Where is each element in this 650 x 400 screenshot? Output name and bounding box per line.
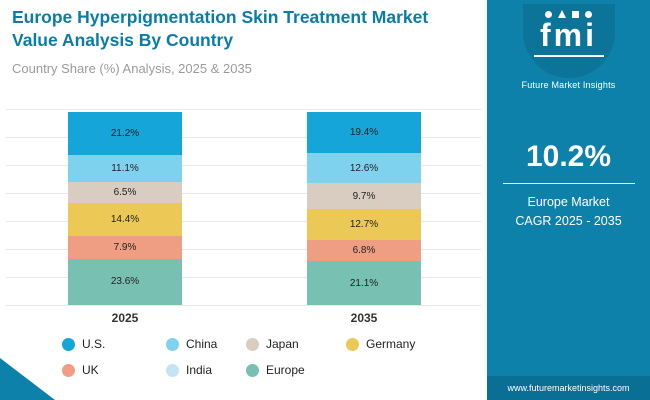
legend-label: Germany	[366, 337, 416, 351]
bar-segment-uk-2035: 6.8%	[307, 239, 421, 262]
bar-segment-germany-2035: 12.7%	[307, 209, 421, 240]
legend-item-india: India	[166, 363, 246, 377]
legend-label: UK	[82, 363, 99, 377]
brand-sidebar: fmi Future Market Insights 10.2% Europe …	[487, 0, 650, 400]
website-band: www.futuremarketinsights.com	[487, 376, 650, 400]
bar-segment-japan-2035: 9.7%	[307, 183, 421, 210]
fmi-logo-badge: fmi	[522, 4, 615, 78]
legend-item-us: U.S.	[62, 337, 166, 351]
bar-segment-europe-2035: 21.1%	[307, 261, 421, 305]
bar-segment-china-2035: 12.6%	[307, 152, 421, 184]
segment-value-label: 11.1%	[111, 163, 139, 175]
segment-value-label: 21.1%	[349, 277, 379, 289]
website-url: www.futuremarketinsights.com	[507, 383, 630, 393]
logo-pictogram-icon	[558, 10, 566, 18]
legend-swatch-icon	[346, 337, 359, 351]
segment-value-label: 6.8%	[352, 245, 376, 257]
corner-triangle-decoration	[0, 358, 55, 400]
stat-divider	[502, 183, 635, 184]
chart-panel: Europe Hyperpigmentation Skin Treatment …	[0, 7, 487, 400]
bar-segment-europe-2025: 23.6%	[68, 258, 182, 305]
legend-label: U.S.	[82, 337, 106, 351]
legend-label: China	[186, 337, 218, 351]
segment-value-label: 7.9%	[113, 241, 137, 253]
logo-pictogram-icon	[545, 11, 552, 18]
logo-pictogram-icon	[585, 11, 592, 18]
segment-value-label: 14.4%	[110, 213, 140, 225]
fmi-logo-icons	[523, 8, 615, 18]
legend-swatch-icon	[246, 363, 259, 377]
fmi-logo: fmi Future Market Insights	[487, 0, 650, 90]
logo-pictogram-icon	[572, 11, 579, 18]
legend-label: India	[186, 363, 213, 377]
cagr-value: 10.2%	[525, 140, 612, 173]
bar-column-2035: 19.4% 12.6% 9.7% 12.7% 6.8% 21.1%	[307, 112, 421, 305]
segment-value-label: 23.6%	[110, 276, 140, 288]
legend-label: Europe	[266, 363, 305, 377]
segment-value-label: 21.2%	[110, 127, 140, 139]
bar-segment-china-2025: 11.1%	[68, 154, 182, 183]
legend-item-germany: Germany	[346, 337, 466, 351]
page-subtitle: Country Share (%) Analysis, 2025 & 2035	[12, 61, 252, 76]
bar-segment-japan-2025: 6.5%	[68, 182, 182, 204]
legend-swatch-icon	[62, 363, 75, 377]
legend-swatch-icon	[62, 337, 75, 351]
bar-segment-us-2035: 19.4%	[307, 112, 421, 153]
cagr-stat: 10.2% Europe Market CAGR 2025 - 2035	[487, 140, 650, 231]
segment-value-label: 6.5%	[113, 187, 137, 199]
page-title: Europe Hyperpigmentation Skin Treatment …	[12, 7, 429, 50]
legend-swatch-icon	[166, 363, 179, 377]
stacked-bar-chart: 21.2% 11.1% 6.5% 14.4% 7.9% 23.6% 19.4% 12.6% 9.…	[0, 112, 487, 305]
legend-item-china: China	[166, 337, 246, 351]
x-axis-label-2025: 2025	[111, 311, 139, 325]
segment-value-label: 9.7%	[352, 190, 376, 202]
legend-item-uk: UK	[62, 363, 166, 377]
bar-segment-uk-2025: 7.9%	[68, 235, 182, 259]
legend-item-europe: Europe	[246, 363, 346, 377]
segment-value-label: 12.6%	[349, 162, 379, 174]
chart-legend: U.S. China Japan Germany UK India Europe	[62, 337, 466, 377]
bar-column-2025: 21.2% 11.1% 6.5% 14.4% 7.9% 23.6%	[68, 112, 182, 305]
cagr-label-line1: Europe Market	[527, 195, 610, 209]
x-axis-label-2035: 2035	[350, 311, 378, 325]
legend-item-japan: Japan	[246, 337, 346, 351]
legend-swatch-icon	[246, 337, 259, 351]
legend-label: Japan	[266, 337, 299, 351]
legend-swatch-icon	[166, 337, 179, 351]
fmi-logo-text: fmi	[540, 17, 597, 53]
segment-value-label: 12.7%	[349, 219, 379, 231]
cagr-label-line2: CAGR 2025 - 2035	[515, 213, 622, 228]
bar-segment-us-2025: 21.2%	[68, 112, 182, 155]
fmi-logo-underline	[533, 54, 604, 57]
segment-value-label: 19.4%	[349, 126, 379, 138]
fmi-logo-subtext: Future Market Insights	[521, 80, 616, 90]
bar-segment-germany-2025: 14.4%	[68, 203, 182, 236]
